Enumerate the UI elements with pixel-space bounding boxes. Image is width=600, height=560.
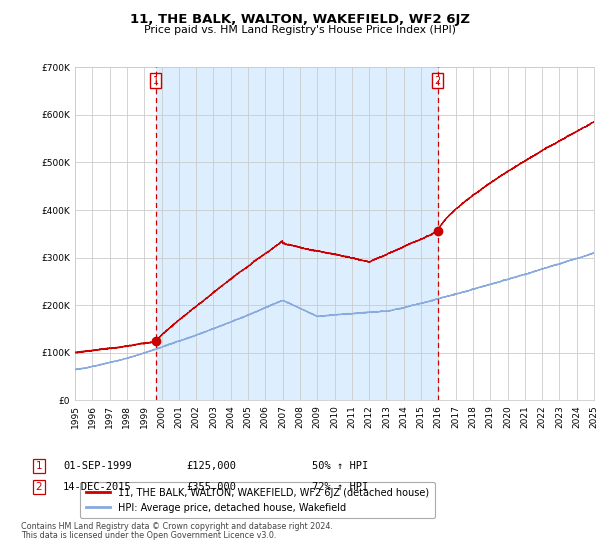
Text: 2: 2 [35, 482, 43, 492]
Legend: 11, THE BALK, WALTON, WAKEFIELD, WF2 6JZ (detached house), HPI: Average price, d: 11, THE BALK, WALTON, WAKEFIELD, WF2 6JZ… [80, 482, 435, 519]
Text: £125,000: £125,000 [186, 461, 236, 471]
Text: Price paid vs. HM Land Registry's House Price Index (HPI): Price paid vs. HM Land Registry's House … [144, 25, 456, 35]
Text: Contains HM Land Registry data © Crown copyright and database right 2024.: Contains HM Land Registry data © Crown c… [21, 522, 333, 531]
Text: £355,000: £355,000 [186, 482, 236, 492]
Text: 2: 2 [434, 76, 441, 86]
Text: 11, THE BALK, WALTON, WAKEFIELD, WF2 6JZ: 11, THE BALK, WALTON, WAKEFIELD, WF2 6JZ [130, 13, 470, 26]
Text: 1: 1 [35, 461, 43, 471]
Bar [156, 67, 437, 400]
Text: This data is licensed under the Open Government Licence v3.0.: This data is licensed under the Open Gov… [21, 531, 277, 540]
Text: 14-DEC-2015: 14-DEC-2015 [63, 482, 132, 492]
Text: 50% ↑ HPI: 50% ↑ HPI [312, 461, 368, 471]
Text: 72% ↑ HPI: 72% ↑ HPI [312, 482, 368, 492]
Text: 01-SEP-1999: 01-SEP-1999 [63, 461, 132, 471]
Text: 1: 1 [153, 76, 159, 86]
